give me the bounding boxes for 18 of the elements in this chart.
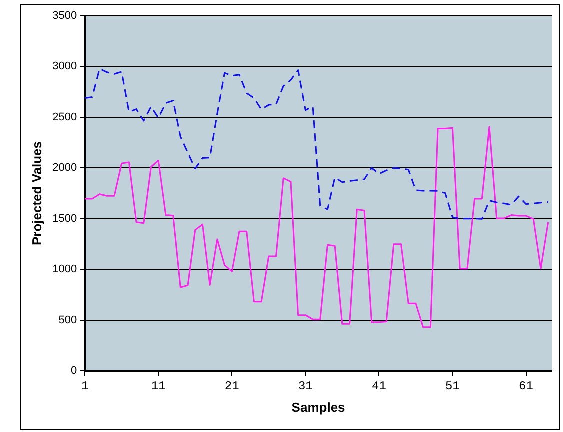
line-series (85, 68, 550, 220)
y-tick-label: 1000 (52, 264, 78, 276)
x-tick-label: 51 (446, 379, 460, 394)
y-tick-label: 2000 (52, 162, 78, 174)
x-tick-label: 1 (81, 379, 89, 394)
y-tick-label: 1500 (52, 212, 78, 225)
y-tick-label: 500 (58, 314, 78, 326)
x-tick-label: 61 (519, 379, 534, 394)
y-tick-label: 0 (70, 365, 78, 378)
y-tick-label: 2500 (52, 111, 78, 124)
x-tick-label: 21 (224, 379, 240, 394)
x-tick-label: 41 (372, 379, 386, 394)
x-tick-label: 31 (298, 379, 313, 394)
y-tick-label: 3000 (52, 60, 78, 73)
y-tick-label: 3500 (52, 10, 78, 22)
y-axis-title: Projected Values (29, 141, 44, 246)
x-tick-label: 11 (151, 379, 166, 394)
x-axis-title: Samples (292, 400, 346, 415)
